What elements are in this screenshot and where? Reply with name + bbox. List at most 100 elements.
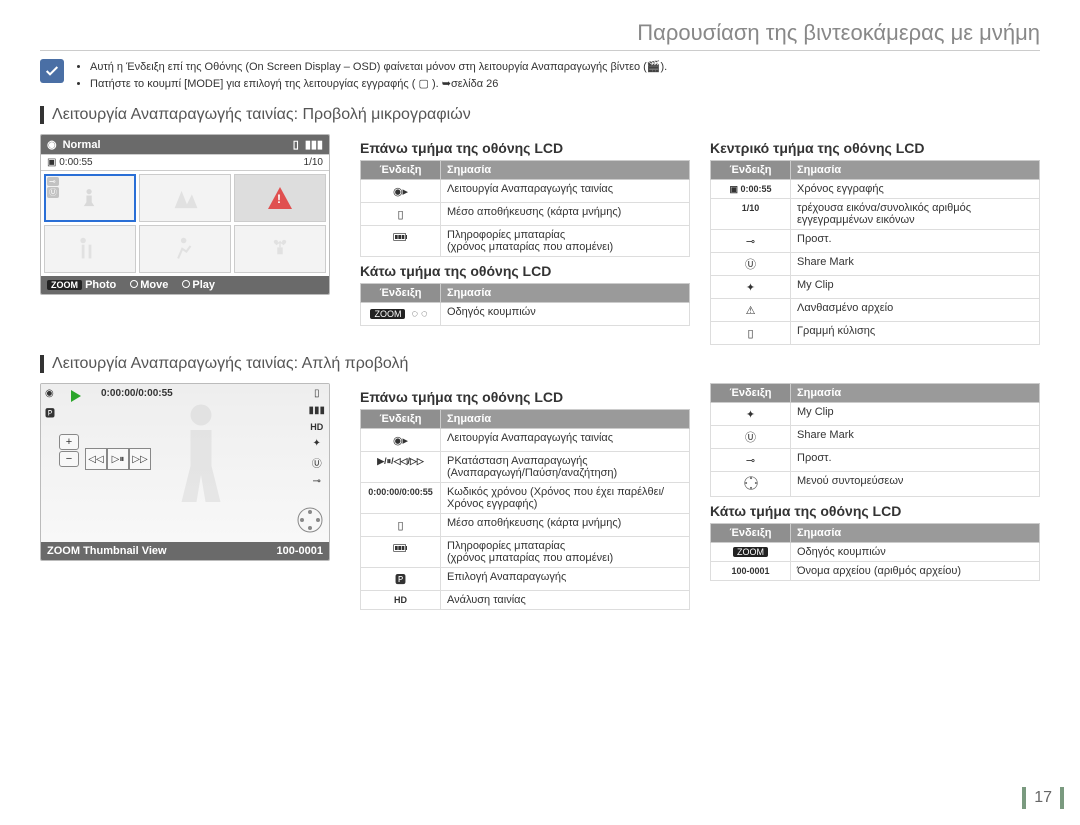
time-small-icon: ▣ 0:00:55 bbox=[729, 184, 771, 194]
playmode-icon: ◉▸ bbox=[390, 432, 412, 448]
transport-icons: ▶/⏸/◁◁/▷▷ bbox=[377, 456, 424, 466]
scrollbar-icon: ▯ bbox=[740, 325, 762, 341]
indicator-table-bot1: ΈνδειξηΣημασία ZOOM ◌ ◌Οδηγός κουμπιών bbox=[360, 283, 690, 326]
lcd-thumbnail-screen: ◉ Normal ▯ ▮▮▮ ▣ 0:00:55 1/10 ⊸Ⓤ bbox=[40, 134, 330, 295]
th-indicator: Ένδειξη bbox=[361, 410, 441, 429]
th-meaning: Σημασία bbox=[791, 161, 1040, 180]
fileno-label: 100-0001 bbox=[731, 566, 769, 576]
cell-meaning: Γραμμή κύλισης bbox=[791, 322, 1040, 345]
cell-meaning: Όνομα αρχείου (αριθμός αρχείου) bbox=[791, 562, 1040, 581]
th-indicator: Ένδειξη bbox=[711, 384, 791, 403]
cell-meaning: Πληροφορίες μπαταρίας (χρόνος μπαταρίας … bbox=[441, 226, 690, 257]
ratio-label: 1/10 bbox=[742, 203, 760, 213]
cell-meaning: Share Mark bbox=[791, 426, 1040, 449]
vol-down-button[interactable]: − bbox=[59, 451, 79, 467]
transport-controls[interactable]: ◁◁ ▷⏸ ▷▷ bbox=[85, 448, 151, 470]
timecode-label: 0:00:00/0:00:55 bbox=[368, 487, 433, 497]
thumbnail-item[interactable]: ⊸Ⓤ bbox=[44, 174, 136, 222]
cell-meaning: Οδηγός κουμπιών bbox=[791, 543, 1040, 562]
forward-button[interactable]: ▷▷ bbox=[129, 448, 151, 470]
timecode: 0:00:00/0:00:55 bbox=[101, 388, 173, 399]
th-indicator: Ένδειξη bbox=[361, 161, 441, 180]
cell-meaning: Προστ. bbox=[791, 230, 1040, 253]
cell-meaning: My Clip bbox=[791, 403, 1040, 426]
page-number: 17 bbox=[1022, 787, 1064, 809]
myclip-icon: ✦ bbox=[740, 406, 762, 422]
cell-meaning: Λειτουργία Αναπαραγωγής ταινίας bbox=[441, 180, 690, 203]
vol-up-button[interactable]: + bbox=[59, 434, 79, 450]
table-title: Επάνω τμήμα της οθόνης LCD bbox=[360, 389, 690, 405]
rewind-button[interactable]: ◁◁ bbox=[85, 448, 107, 470]
hd-icon: HD bbox=[394, 595, 407, 605]
zoom-tag: ZOOM bbox=[47, 280, 82, 290]
play-label: Play bbox=[192, 279, 215, 291]
battery-icon: ▮▮▮ bbox=[305, 138, 323, 151]
hd-icon: HD bbox=[310, 422, 323, 432]
file-number: 100-0001 bbox=[277, 545, 324, 557]
th-meaning: Σημασία bbox=[441, 410, 690, 429]
card-icon: ▯ bbox=[314, 388, 320, 399]
shortcut-icon bbox=[740, 475, 762, 491]
cell-meaning: Οδηγός κουμπιών bbox=[441, 303, 690, 326]
cell-meaning: ΡΚατάσταση Αναπαραγωγής (Αναπαραγωγή/Παύ… bbox=[441, 452, 690, 483]
zoom-tag: ZOOM bbox=[47, 545, 80, 557]
battery-icon bbox=[390, 229, 412, 245]
thumbnail-item[interactable] bbox=[234, 225, 326, 273]
play-pause-button[interactable]: ▷⏸ bbox=[107, 448, 129, 470]
indicator-table-bot2: ΈνδειξηΣημασία ZOOMΟδηγός κουμπιών 100-0… bbox=[710, 523, 1040, 581]
cell-meaning: Λειτουργία Αναπαραγωγής ταινίας bbox=[441, 429, 690, 452]
indicator-table-top2: ΈνδειξηΣημασία ◉▸ Λειτουργία Αναπαραγωγής… bbox=[360, 409, 690, 610]
th-indicator: Ένδειξη bbox=[361, 284, 441, 303]
th-indicator: Ένδειξη bbox=[711, 161, 791, 180]
th-indicator: Ένδειξη bbox=[711, 524, 791, 543]
shortcut-menu-icon[interactable] bbox=[297, 507, 323, 536]
note-line: Πατήστε το κουμπί [MODE] για επιλογή της… bbox=[90, 76, 667, 93]
lcd-single-screen: ◉ 🅿︎ 0:00:00/0:00:55 ▯ ▮▮▮ HD ✦ Ⓤ ⊸ bbox=[40, 383, 330, 561]
myclip-icon: ✦ bbox=[313, 438, 321, 449]
zoom-icon: ZOOM bbox=[370, 309, 405, 319]
play-icon bbox=[71, 390, 81, 402]
note-line: Αυτή η Ένδειξη επί της Οθόνης (On Screen… bbox=[90, 59, 667, 76]
share-icon: Ⓤ bbox=[740, 256, 762, 272]
card-icon: ▯ bbox=[390, 206, 412, 222]
th-meaning: Σημασία bbox=[441, 284, 690, 303]
cell-meaning: Μέσο αποθήκευσης (κάρτα μνήμης) bbox=[441, 514, 690, 537]
share-icon: Ⓤ bbox=[312, 455, 322, 470]
mode-label: Normal bbox=[63, 139, 101, 151]
playmode-icon: ◉ bbox=[45, 388, 55, 399]
cell-meaning: Προστ. bbox=[791, 449, 1040, 472]
key-icon: ⊸ bbox=[313, 476, 321, 487]
figure-silhouette bbox=[171, 400, 231, 520]
checkbox-note-icon bbox=[40, 59, 64, 83]
card-icon: ▯ bbox=[293, 138, 299, 151]
table-title: Κεντρικό τμήμα της οθόνης LCD bbox=[710, 140, 1040, 156]
playmode-icon: ◉▸ bbox=[390, 183, 412, 199]
thumbnail-item[interactable] bbox=[139, 225, 231, 273]
cell-meaning: τρέχουσα εικόνα/συνολικός αριθμός εγγεγρ… bbox=[791, 199, 1040, 230]
table-title: Επάνω τμήμα της οθόνης LCD bbox=[360, 140, 690, 156]
volume-controls[interactable]: + − bbox=[59, 434, 79, 467]
note-box: Αυτή η Ένδειξη επί της Οθόνης (On Screen… bbox=[40, 59, 1040, 92]
page-title: Παρουσίαση της βιντεοκάμερας με μνήμη bbox=[40, 20, 1040, 51]
rec-icon: ▣ bbox=[47, 157, 56, 168]
move-label: Move bbox=[140, 279, 168, 291]
zoom-icon: ZOOM bbox=[733, 547, 768, 557]
card-icon: ▯ bbox=[390, 517, 412, 533]
cell-meaning: Μενού συντομεύσεων bbox=[791, 472, 1040, 497]
key-icon: ⊸ bbox=[740, 233, 762, 249]
thumbnail-item[interactable] bbox=[139, 174, 231, 222]
section-heading: Λειτουργία Αναπαραγωγής ταινίας: Προβολή… bbox=[40, 106, 1040, 124]
thumbnail-item[interactable] bbox=[44, 225, 136, 273]
cell-meaning: Ανάλυση ταινίας bbox=[441, 591, 690, 610]
cell-meaning: Επιλογή Αναπαραγωγής bbox=[441, 568, 690, 591]
cell-meaning: Κωδικός χρόνου (Χρόνος που έχει παρέλθει… bbox=[441, 483, 690, 514]
photo-label: Photo bbox=[85, 279, 116, 291]
battery-icon: ▮▮▮ bbox=[308, 405, 325, 416]
key-icon: ⊸ bbox=[740, 452, 762, 468]
warning-icon: ⚠ bbox=[740, 302, 762, 318]
cell-meaning: My Clip bbox=[791, 276, 1040, 299]
cell-meaning: Λανθασμένο αρχείο bbox=[791, 299, 1040, 322]
myclip-icon: ✦ bbox=[740, 279, 762, 295]
thumbnail-item-broken[interactable] bbox=[234, 174, 326, 222]
th-meaning: Σημασία bbox=[791, 384, 1040, 403]
